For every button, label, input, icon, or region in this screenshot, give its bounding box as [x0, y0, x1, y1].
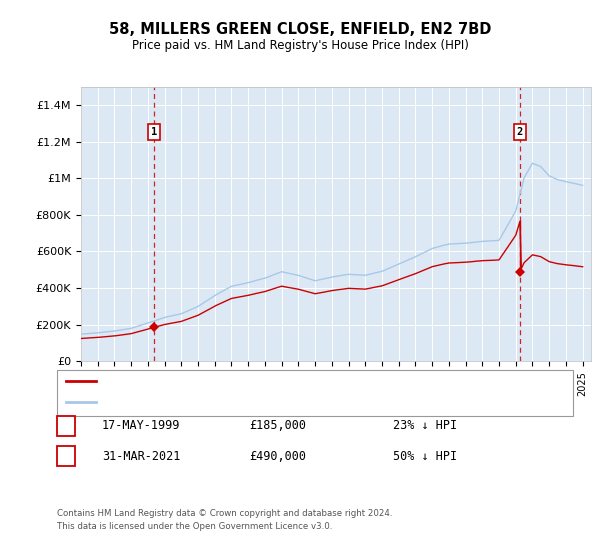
Text: Contains HM Land Registry data © Crown copyright and database right 2024.
This d: Contains HM Land Registry data © Crown c… [57, 510, 392, 531]
Text: Price paid vs. HM Land Registry's House Price Index (HPI): Price paid vs. HM Land Registry's House … [131, 39, 469, 52]
Text: HPI: Average price, detached house, Enfield: HPI: Average price, detached house, Enfi… [102, 396, 371, 407]
Text: £490,000: £490,000 [249, 450, 306, 463]
Text: £185,000: £185,000 [249, 419, 306, 432]
Text: 23% ↓ HPI: 23% ↓ HPI [393, 419, 457, 432]
Text: 2: 2 [517, 127, 523, 137]
Text: 1: 1 [62, 419, 70, 432]
Text: 2: 2 [62, 450, 70, 463]
Text: 58, MILLERS GREEN CLOSE, ENFIELD, EN2 7BD (detached house): 58, MILLERS GREEN CLOSE, ENFIELD, EN2 7B… [102, 376, 464, 386]
Text: 50% ↓ HPI: 50% ↓ HPI [393, 450, 457, 463]
Text: 17-MAY-1999: 17-MAY-1999 [102, 419, 181, 432]
Text: 58, MILLERS GREEN CLOSE, ENFIELD, EN2 7BD: 58, MILLERS GREEN CLOSE, ENFIELD, EN2 7B… [109, 22, 491, 38]
Text: 1: 1 [151, 127, 157, 137]
Text: 31-MAR-2021: 31-MAR-2021 [102, 450, 181, 463]
